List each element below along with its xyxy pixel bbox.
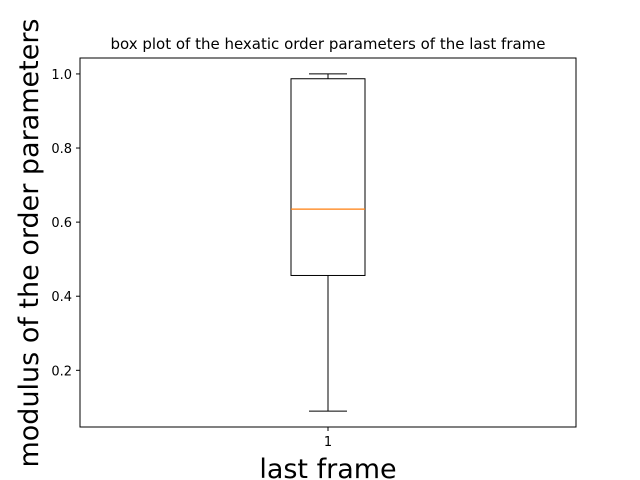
box-plot-marks [290,73,366,412]
interquartile-box [290,78,366,276]
x-axis-label: last frame [259,454,396,480]
y-tick-label: 0.4 [51,290,72,305]
y-tick-label: 0.8 [51,142,72,157]
chart-title: box plot of the hexatic order parameters… [110,35,545,53]
y-tick-label: 0.6 [51,216,72,231]
y-tick-label: 0.2 [51,364,72,379]
y-axis-ticks: 0.2 0.4 0.6 0.8 1.0 [51,68,80,379]
y-tick-label: 1.0 [51,68,72,83]
y-axis-label: modulus of the order parameters [14,18,45,467]
x-axis-ticks: 1 [324,427,332,450]
x-tick-label: 1 [324,435,332,450]
